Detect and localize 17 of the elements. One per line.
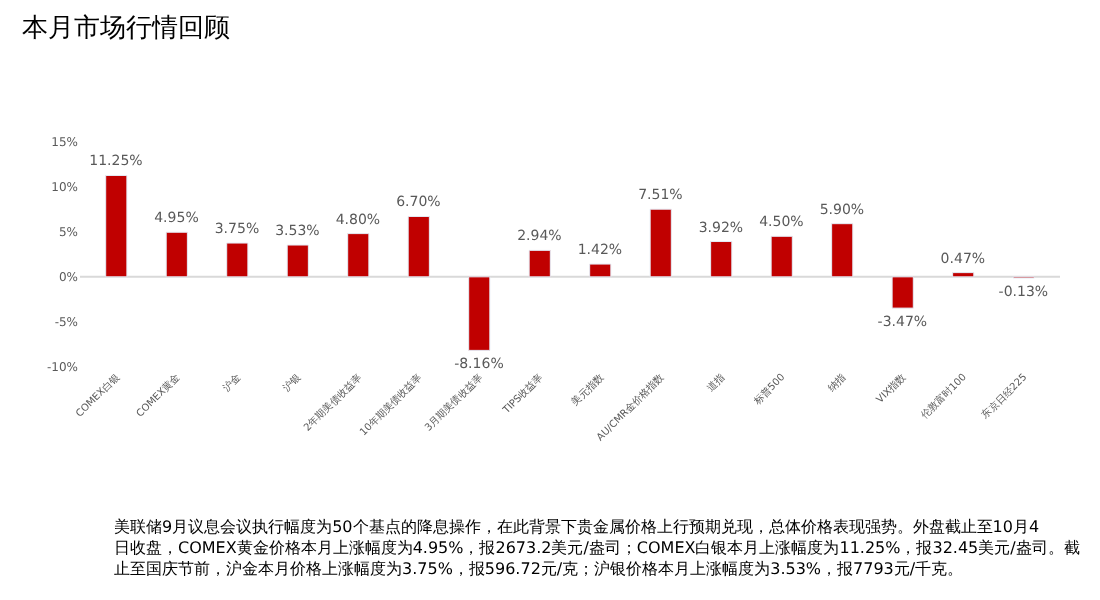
bar [286, 244, 309, 278]
bar [165, 231, 188, 278]
bar [407, 215, 430, 278]
bar [891, 276, 914, 309]
chart-title: 本月市场行情回顾 [22, 14, 230, 45]
bar [589, 263, 612, 278]
bar [770, 235, 793, 278]
bar [468, 276, 491, 351]
bar [347, 233, 370, 278]
bar [528, 249, 551, 278]
text: 美联储9月议息会议执行幅度为50个基点的降息操作，在此背景下贵金属价格上行预期兑现，总体价格表现强势。外盘截止至10月4日收盘，COMEX黄金价格本月上涨幅度为4.95%，报2673.2美元/盎司；COMEX白银本月上涨幅度为11.25%，报32.45美元/盎司。截止至国庆节前，沪金本月价格上涨幅度为3.75%，报596.72元/克；沪银价格本月上涨幅度为3.53%，报7793元/千克。 [114, 518, 1080, 578]
bar [105, 174, 128, 278]
bar [831, 223, 854, 278]
bar [710, 241, 733, 278]
bar [226, 242, 249, 278]
bar [952, 272, 975, 278]
bar [649, 208, 672, 278]
